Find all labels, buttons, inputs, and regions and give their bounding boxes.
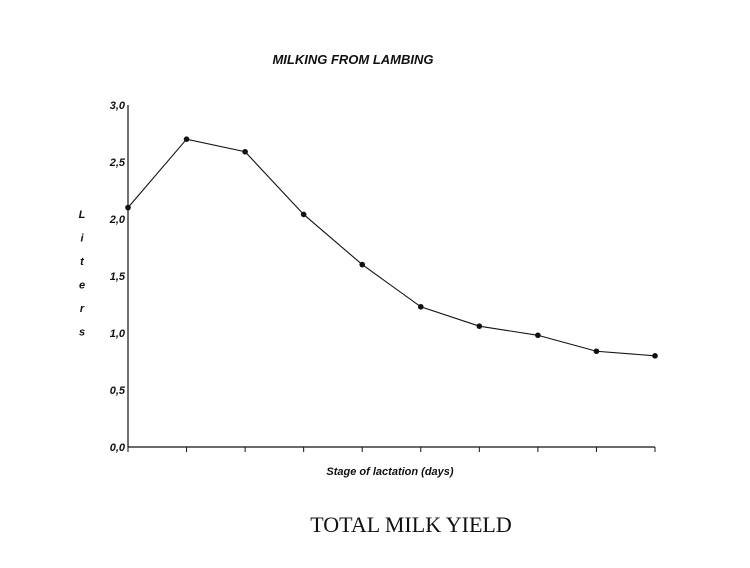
data-point [125, 204, 131, 211]
data-point [359, 261, 366, 268]
chart-axes [127, 105, 656, 452]
y-tick-label: 3,0 [110, 100, 126, 112]
y-tick-labels: 0,0 0,5 1,0 1,5 2,0 2,5 3,0 [109, 100, 126, 454]
y-label-char: i [80, 233, 84, 245]
data-point [242, 148, 248, 155]
data-point [593, 348, 600, 355]
data-point [417, 303, 424, 310]
chart-title: MILKING FROM LAMBING [272, 52, 434, 67]
y-label-char: r [80, 303, 85, 315]
data-point [476, 323, 483, 329]
y-tick-label: 0,0 [110, 442, 126, 454]
y-label-char: s [79, 327, 85, 339]
y-tick-label: 2,0 [109, 214, 126, 226]
data-point [535, 332, 541, 339]
series-line [127, 138, 656, 357]
data-point [300, 211, 307, 218]
y-label-char: e [79, 280, 85, 292]
y-tick-label: 1,5 [110, 271, 126, 283]
y-label-char: L [79, 209, 86, 221]
data-point [652, 353, 658, 359]
y-tick-label: 2,5 [109, 157, 126, 169]
series-layer [125, 136, 658, 359]
figure-caption: TOTAL MILK YIELD [310, 512, 512, 537]
x-axis-label: Stage of lactation (days) [326, 466, 454, 478]
y-tick-label: 1,0 [110, 328, 126, 340]
y-label-char: t [80, 256, 85, 268]
data-point [183, 136, 190, 142]
y-tick-label: 0,5 [110, 385, 126, 397]
